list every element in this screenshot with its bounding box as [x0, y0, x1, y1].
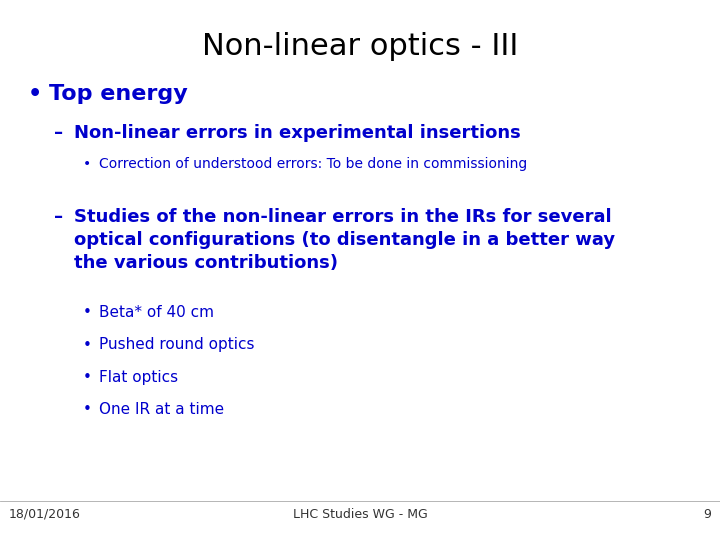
- Text: One IR at a time: One IR at a time: [99, 402, 224, 417]
- Text: 18/01/2016: 18/01/2016: [9, 508, 81, 521]
- Text: –: –: [54, 124, 63, 142]
- Text: Beta* of 40 cm: Beta* of 40 cm: [99, 305, 214, 320]
- Text: •: •: [27, 84, 42, 104]
- Text: •: •: [83, 338, 91, 353]
- Text: LHC Studies WG - MG: LHC Studies WG - MG: [292, 508, 428, 521]
- Text: Correction of understood errors: To be done in commissioning: Correction of understood errors: To be d…: [99, 157, 527, 171]
- Text: Flat optics: Flat optics: [99, 370, 178, 385]
- Text: •: •: [83, 305, 91, 320]
- Text: Top energy: Top energy: [49, 84, 188, 104]
- Text: 9: 9: [703, 508, 711, 521]
- Text: •: •: [83, 157, 91, 171]
- Text: –: –: [54, 208, 63, 226]
- Text: Studies of the non-linear errors in the IRs for several
optical configurations (: Studies of the non-linear errors in the …: [74, 208, 616, 272]
- Text: •: •: [83, 402, 91, 417]
- Text: •: •: [83, 370, 91, 385]
- Text: Pushed round optics: Pushed round optics: [99, 338, 254, 353]
- Text: Non-linear optics - III: Non-linear optics - III: [202, 32, 518, 62]
- Text: Non-linear errors in experimental insertions: Non-linear errors in experimental insert…: [74, 124, 521, 142]
